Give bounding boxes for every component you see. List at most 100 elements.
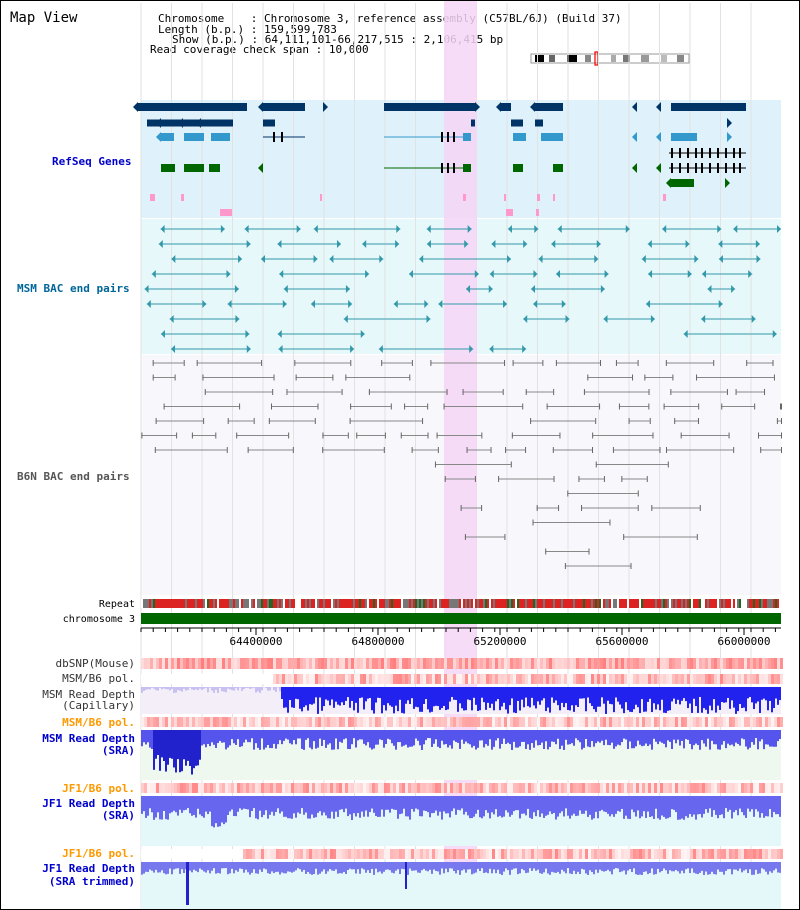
- depth-bar: [167, 862, 169, 874]
- pol-cell: [624, 674, 627, 684]
- depth-bar: [645, 687, 647, 712]
- depth-bar: [583, 862, 585, 870]
- bac-end-tick: [609, 519, 611, 526]
- dbsnp-cell: [378, 658, 381, 669]
- depth-bar: [775, 862, 777, 869]
- depth-bar: [417, 687, 419, 708]
- dbsnp-cell: [234, 658, 237, 669]
- msm-bac-pairs[interactable]: [144, 225, 781, 353]
- pol-cell: [468, 849, 471, 859]
- depth-bar: [513, 687, 515, 713]
- bac-end-tick: [437, 447, 439, 453]
- repeat-block: [393, 599, 395, 608]
- pol-cell: [573, 674, 576, 684]
- depth-bar: [181, 730, 183, 772]
- pol-gap: [165, 849, 168, 859]
- depth-bar: [363, 730, 365, 744]
- depth-bar: [299, 796, 301, 814]
- pol-cell: [600, 717, 603, 727]
- depth-bar: [743, 796, 745, 816]
- dbsnp-cell: [774, 658, 777, 669]
- depth-bar: [537, 862, 539, 870]
- msm-b6-pol-label-2: MSM/B6 pol.: [62, 716, 135, 729]
- depth-bar: [327, 796, 329, 819]
- depth-bar: [171, 687, 173, 689]
- pol-cell: [654, 717, 657, 727]
- depth-bar: [621, 796, 623, 809]
- depth-bar: [497, 730, 499, 739]
- bac-end-tick: [368, 389, 370, 395]
- repeat-block: [651, 599, 653, 608]
- pol-cell: [381, 783, 384, 793]
- depth-bar: [481, 687, 483, 698]
- depth-bar: [193, 796, 195, 815]
- depth-bar: [567, 796, 569, 816]
- depth-bar: [425, 862, 427, 871]
- bac-end-tick: [464, 534, 466, 540]
- depth-bar: [165, 862, 167, 875]
- depth-bar: [239, 730, 241, 747]
- repeat-block: [339, 599, 341, 608]
- chromosome-ideogram[interactable]: [530, 51, 690, 66]
- chromosome-bar[interactable]: [141, 613, 781, 624]
- depth-bar: [515, 687, 517, 714]
- pol-cell: [456, 717, 459, 727]
- strand-arrow: [296, 225, 301, 233]
- depth-bar: [501, 730, 503, 744]
- strand-arrow: [313, 255, 318, 263]
- repeat-block: [561, 599, 563, 608]
- strand-arrow: [227, 300, 232, 308]
- jf1-read-depth-sra-label: JF1 Read Depth: [42, 797, 135, 810]
- pol-cell: [576, 674, 579, 684]
- depth-bar: [167, 796, 169, 820]
- depth-bar: [723, 687, 725, 703]
- depth-bar: [251, 796, 253, 812]
- depth-bar: [573, 730, 575, 746]
- depth-bar: [595, 796, 597, 812]
- depth-bar: [395, 730, 397, 750]
- depth-bar: [247, 862, 249, 873]
- pol-gap: [195, 849, 198, 859]
- pol-cell: [642, 849, 645, 859]
- strand-arrow: [683, 330, 688, 338]
- depth-bar: [231, 862, 233, 869]
- strand-arrow: [144, 285, 149, 293]
- pol-cell: [729, 674, 732, 684]
- b6n-bac-pairs[interactable]: [141, 360, 782, 569]
- span-info: Read coverage check span : 10,000: [150, 43, 369, 56]
- repeat-block: [269, 599, 271, 608]
- depth-bar: [209, 862, 211, 874]
- depth-bar: [393, 730, 395, 746]
- lower-tracks[interactable]: [141, 658, 783, 909]
- repeat-block: [191, 599, 193, 608]
- repeat-block: [173, 599, 175, 608]
- pol-cell: [555, 849, 558, 859]
- refseq-genes[interactable]: [133, 102, 746, 216]
- depth-bar: [169, 687, 171, 691]
- repeat-track[interactable]: [141, 599, 781, 608]
- repeat-block: [499, 599, 501, 608]
- dbsnp-cell: [759, 658, 762, 669]
- pol-gap: [177, 674, 180, 684]
- strand-arrow: [604, 270, 609, 278]
- depth-bar: [477, 862, 479, 869]
- depth-bar: [141, 687, 143, 693]
- depth-bar: [719, 796, 721, 815]
- depth-bar: [647, 862, 649, 875]
- depth-bar: [215, 730, 217, 748]
- pol-cell: [387, 717, 390, 727]
- repeat-block: [277, 599, 279, 608]
- repeat-block: [737, 599, 739, 608]
- pol-cell: [396, 674, 399, 684]
- dbsnp-cell: [330, 658, 333, 669]
- pol-cell: [639, 717, 642, 727]
- depth-bar: [293, 796, 295, 814]
- dbsnp-cell: [312, 658, 315, 669]
- depth-bar: [391, 730, 393, 744]
- pol-cell: [270, 717, 273, 727]
- depth-bar: [413, 687, 415, 709]
- dbsnp-cell: [471, 658, 474, 669]
- bac-end-tick: [713, 360, 715, 366]
- depth-bar: [637, 730, 639, 741]
